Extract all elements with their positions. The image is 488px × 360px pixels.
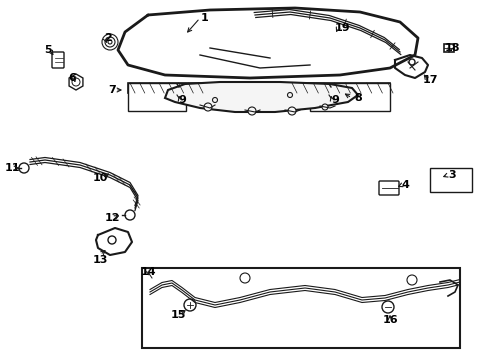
Text: 12: 12 [104,213,120,223]
Circle shape [381,301,393,313]
Text: 10: 10 [92,173,107,183]
Circle shape [287,93,292,98]
Circle shape [247,107,256,115]
Bar [309,83,389,111]
Text: 14: 14 [140,267,156,277]
Circle shape [240,273,249,283]
Circle shape [287,107,295,115]
Text: 4: 4 [400,180,408,190]
Bar [429,168,471,192]
Text: 7: 7 [108,85,116,95]
Circle shape [72,78,80,86]
Bar [142,268,459,348]
Text: 17: 17 [421,75,437,85]
Polygon shape [164,82,357,112]
Bar [128,83,200,93]
Circle shape [183,299,196,311]
Circle shape [108,40,112,44]
Text: 11: 11 [4,163,20,173]
Text: 8: 8 [353,93,361,103]
Text: 2: 2 [104,33,112,43]
Circle shape [125,210,135,220]
Bar [443,44,453,52]
Text: 5: 5 [44,45,52,55]
Text: 13: 13 [92,255,107,265]
Text: 9: 9 [178,95,185,105]
Circle shape [203,103,212,111]
Circle shape [174,87,182,95]
Bar [128,83,185,111]
Text: 16: 16 [382,315,397,325]
Circle shape [325,87,333,95]
Text: 3: 3 [447,170,455,180]
Circle shape [19,163,29,173]
Bar [289,83,389,93]
Circle shape [408,59,414,65]
Text: 1: 1 [201,13,208,23]
Text: 15: 15 [170,310,185,320]
Circle shape [212,98,217,103]
Circle shape [321,104,327,110]
FancyBboxPatch shape [52,52,64,68]
Text: 18: 18 [443,43,459,53]
Text: 6: 6 [68,73,76,83]
Circle shape [108,236,116,244]
Circle shape [406,275,416,285]
Text: 19: 19 [333,23,349,33]
FancyBboxPatch shape [378,181,398,195]
Text: 9: 9 [330,95,338,105]
